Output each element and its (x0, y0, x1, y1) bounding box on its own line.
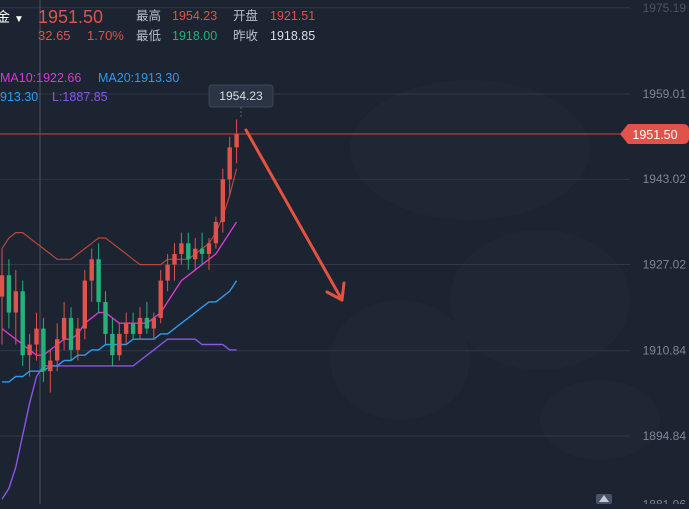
candle-down (110, 333, 115, 356)
candle-up (27, 344, 32, 356)
candle-up (13, 291, 18, 313)
candle-up (165, 264, 170, 281)
prev-close-label: 昨收 (233, 29, 259, 43)
candle-up (220, 179, 225, 222)
candle-up (213, 221, 219, 244)
prev-close-value: 1918.85 (270, 29, 315, 43)
ma20-legend: MA20:1913.30 (98, 71, 179, 85)
candle-up (75, 328, 81, 350)
boll-lower-legend: L:1887.85 (52, 90, 108, 104)
candle-up (193, 248, 198, 260)
candlestick-series (0, 119, 239, 393)
candle-up (34, 328, 39, 345)
high-tooltip-text: 1954.23 (219, 89, 263, 103)
candle-down (186, 243, 191, 260)
candle-up (227, 147, 232, 180)
candle-down (41, 328, 46, 372)
candle-down (6, 275, 12, 313)
high-label: 最高 (136, 8, 161, 23)
ma10-legend: MA10:1922.66 (0, 71, 81, 85)
candle-up (48, 360, 53, 372)
candle-down (199, 248, 205, 254)
candle-up (137, 317, 143, 334)
low-label: 最低 (136, 29, 162, 43)
price-axis-tick-label: 1881.96 (643, 498, 687, 504)
candle-up (0, 275, 5, 297)
candle-down (96, 259, 101, 302)
candle-up (82, 280, 87, 329)
open-value: 1921.51 (270, 9, 315, 23)
down-arrow-annotation (244, 128, 346, 302)
candle-down (130, 323, 136, 334)
boll-upper-line (1, 168, 238, 266)
high-tooltip: 1954.23 (208, 84, 274, 118)
price-axis-tick-label: 1943.02 (643, 172, 687, 186)
candle-down (103, 301, 108, 334)
price-axis: 1975.19 1959.01 1943.02 1927.02 1910.84 1894.… (643, 1, 687, 509)
open-label: 开盘 (233, 8, 258, 23)
quote-header: 金 ▼ 1951.50 32.65 1.70% 最高 1954.23 开盘 19… (0, 7, 315, 43)
high-value: 1954.23 (172, 9, 217, 23)
price-axis-tick-label: 1959.01 (643, 87, 687, 101)
candle-up (55, 339, 60, 361)
price-axis-tick-label: 1910.84 (643, 344, 687, 358)
price-axis-tick-label: 1927.02 (643, 257, 687, 271)
ma10-line (1, 221, 238, 356)
candle-up (234, 134, 239, 148)
low-value: 1918.00 (172, 29, 217, 43)
candle-up (61, 317, 67, 340)
candle-up (172, 253, 177, 265)
symbol-name[interactable]: 金 (0, 9, 10, 25)
candle-down (144, 317, 150, 329)
indicator-legend: MA10:1922.66 MA20:1913.30 913.30 L:1887.… (0, 71, 179, 104)
candle-up (89, 259, 94, 281)
boll-lower-line (1, 338, 237, 500)
price-change: 32.65 (38, 28, 71, 43)
last-price: 1951.50 (38, 7, 103, 27)
axis-marker-icon[interactable] (596, 494, 612, 504)
candle-up (206, 243, 212, 254)
candle-down (20, 291, 25, 356)
candle-up (117, 333, 122, 356)
world-map-background (330, 80, 660, 460)
candle-up (158, 280, 163, 318)
candle-up (151, 317, 156, 329)
price-axis-tick-label: 1894.84 (643, 429, 687, 443)
price-change-pct: 1.70% (87, 28, 124, 43)
ma-fragment-legend: 913.30 (0, 90, 38, 104)
candle-up (124, 323, 129, 334)
price-axis-tick-label: 1975.19 (643, 1, 687, 15)
candle-up (179, 243, 184, 254)
current-price-tag: 1951.50 (620, 124, 689, 144)
candle-down (68, 317, 74, 350)
caret-down-icon[interactable]: ▼ (14, 14, 24, 25)
current-price-tag-text: 1951.50 (632, 128, 677, 142)
